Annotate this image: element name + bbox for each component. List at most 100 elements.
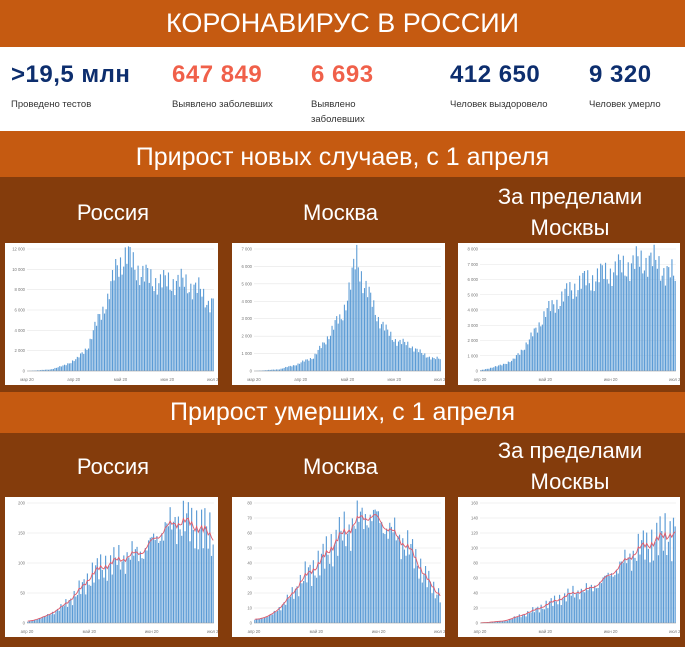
- bar: [527, 344, 529, 371]
- bar: [639, 554, 641, 623]
- bar: [291, 587, 293, 623]
- bar: [280, 610, 282, 623]
- bar: [605, 575, 608, 623]
- bar: [33, 619, 36, 623]
- y-tick-label: 80: [247, 501, 252, 506]
- bar: [600, 583, 603, 623]
- bar: [379, 328, 381, 371]
- bar: [635, 246, 637, 371]
- bar: [164, 522, 166, 623]
- bar: [325, 344, 327, 371]
- y-tick-label: 10 000: [12, 267, 25, 272]
- bar: [275, 369, 277, 371]
- bar: [85, 594, 87, 623]
- bar: [83, 579, 85, 623]
- y-tick-label: 60: [473, 576, 478, 581]
- bar: [394, 517, 396, 623]
- bar: [564, 593, 566, 623]
- bar: [567, 295, 569, 371]
- x-tick-label: июн 20: [372, 629, 386, 634]
- bar: [422, 354, 424, 371]
- bar: [47, 614, 49, 623]
- bar: [32, 620, 34, 623]
- bar: [324, 568, 326, 623]
- bar: [504, 363, 506, 371]
- y-tick-label: 8 000: [468, 247, 479, 252]
- bar: [540, 604, 542, 623]
- bar: [634, 557, 636, 623]
- bar: [192, 529, 194, 623]
- bar: [612, 576, 614, 623]
- bar: [387, 538, 389, 623]
- bar: [603, 278, 605, 371]
- bar: [554, 312, 556, 371]
- bar: [658, 256, 660, 371]
- bar: [302, 360, 304, 371]
- bar: [363, 288, 366, 371]
- bar: [632, 255, 634, 371]
- bar: [674, 526, 676, 623]
- bar: [118, 545, 120, 623]
- bar: [148, 282, 150, 371]
- bar: [622, 562, 624, 623]
- bar: [99, 314, 101, 371]
- bar: [522, 350, 524, 371]
- bar: [303, 361, 305, 371]
- bar: [619, 561, 621, 623]
- bar: [129, 246, 131, 371]
- bar: [390, 526, 392, 623]
- bar: [493, 367, 495, 371]
- bar: [666, 555, 668, 623]
- bar: [131, 267, 133, 371]
- bar: [575, 593, 577, 623]
- bar: [433, 358, 435, 371]
- bar: [550, 598, 552, 623]
- bar: [277, 610, 279, 623]
- bar: [431, 593, 433, 623]
- bar: [56, 367, 58, 371]
- bar: [209, 512, 211, 623]
- bar: [662, 550, 665, 623]
- bar: [78, 357, 80, 371]
- bar: [570, 290, 573, 371]
- bar: [264, 617, 266, 623]
- bar: [426, 587, 428, 623]
- bar: [290, 596, 292, 623]
- bar: [163, 270, 165, 371]
- bar: [297, 363, 299, 371]
- bar: [671, 561, 673, 623]
- bar: [343, 511, 345, 623]
- bar: [314, 353, 316, 371]
- bar: [201, 296, 203, 371]
- bar: [580, 288, 582, 371]
- bar: [519, 354, 521, 371]
- bar: [415, 549, 417, 623]
- bar: [583, 270, 586, 371]
- bar: [525, 342, 527, 371]
- bar: [397, 341, 400, 371]
- bar: [376, 511, 378, 623]
- bar: [377, 511, 379, 623]
- x-tick-label: май 20: [114, 377, 128, 382]
- bar: [380, 324, 383, 371]
- x-tick-label: май 20: [539, 629, 553, 634]
- stat-value: >19,5 млн: [11, 61, 131, 88]
- bar: [577, 590, 579, 623]
- bar: [579, 599, 581, 623]
- bar: [308, 360, 310, 371]
- bar: [615, 569, 618, 623]
- bar: [157, 542, 160, 623]
- bar: [545, 316, 547, 371]
- bar: [94, 321, 96, 371]
- bar: [673, 275, 675, 371]
- bar: [355, 528, 357, 623]
- bar: [523, 613, 525, 623]
- bar: [622, 255, 624, 371]
- x-tick-label: июн 20: [160, 377, 174, 382]
- chart-moscow-cases: 0 1 000 2 000 3 000 4 000 5 000 6 000 7 000 мар …: [242, 244, 445, 382]
- bar: [371, 521, 373, 623]
- bar: [186, 513, 188, 623]
- bar: [661, 275, 663, 371]
- bar: [262, 618, 264, 623]
- bar: [73, 590, 75, 623]
